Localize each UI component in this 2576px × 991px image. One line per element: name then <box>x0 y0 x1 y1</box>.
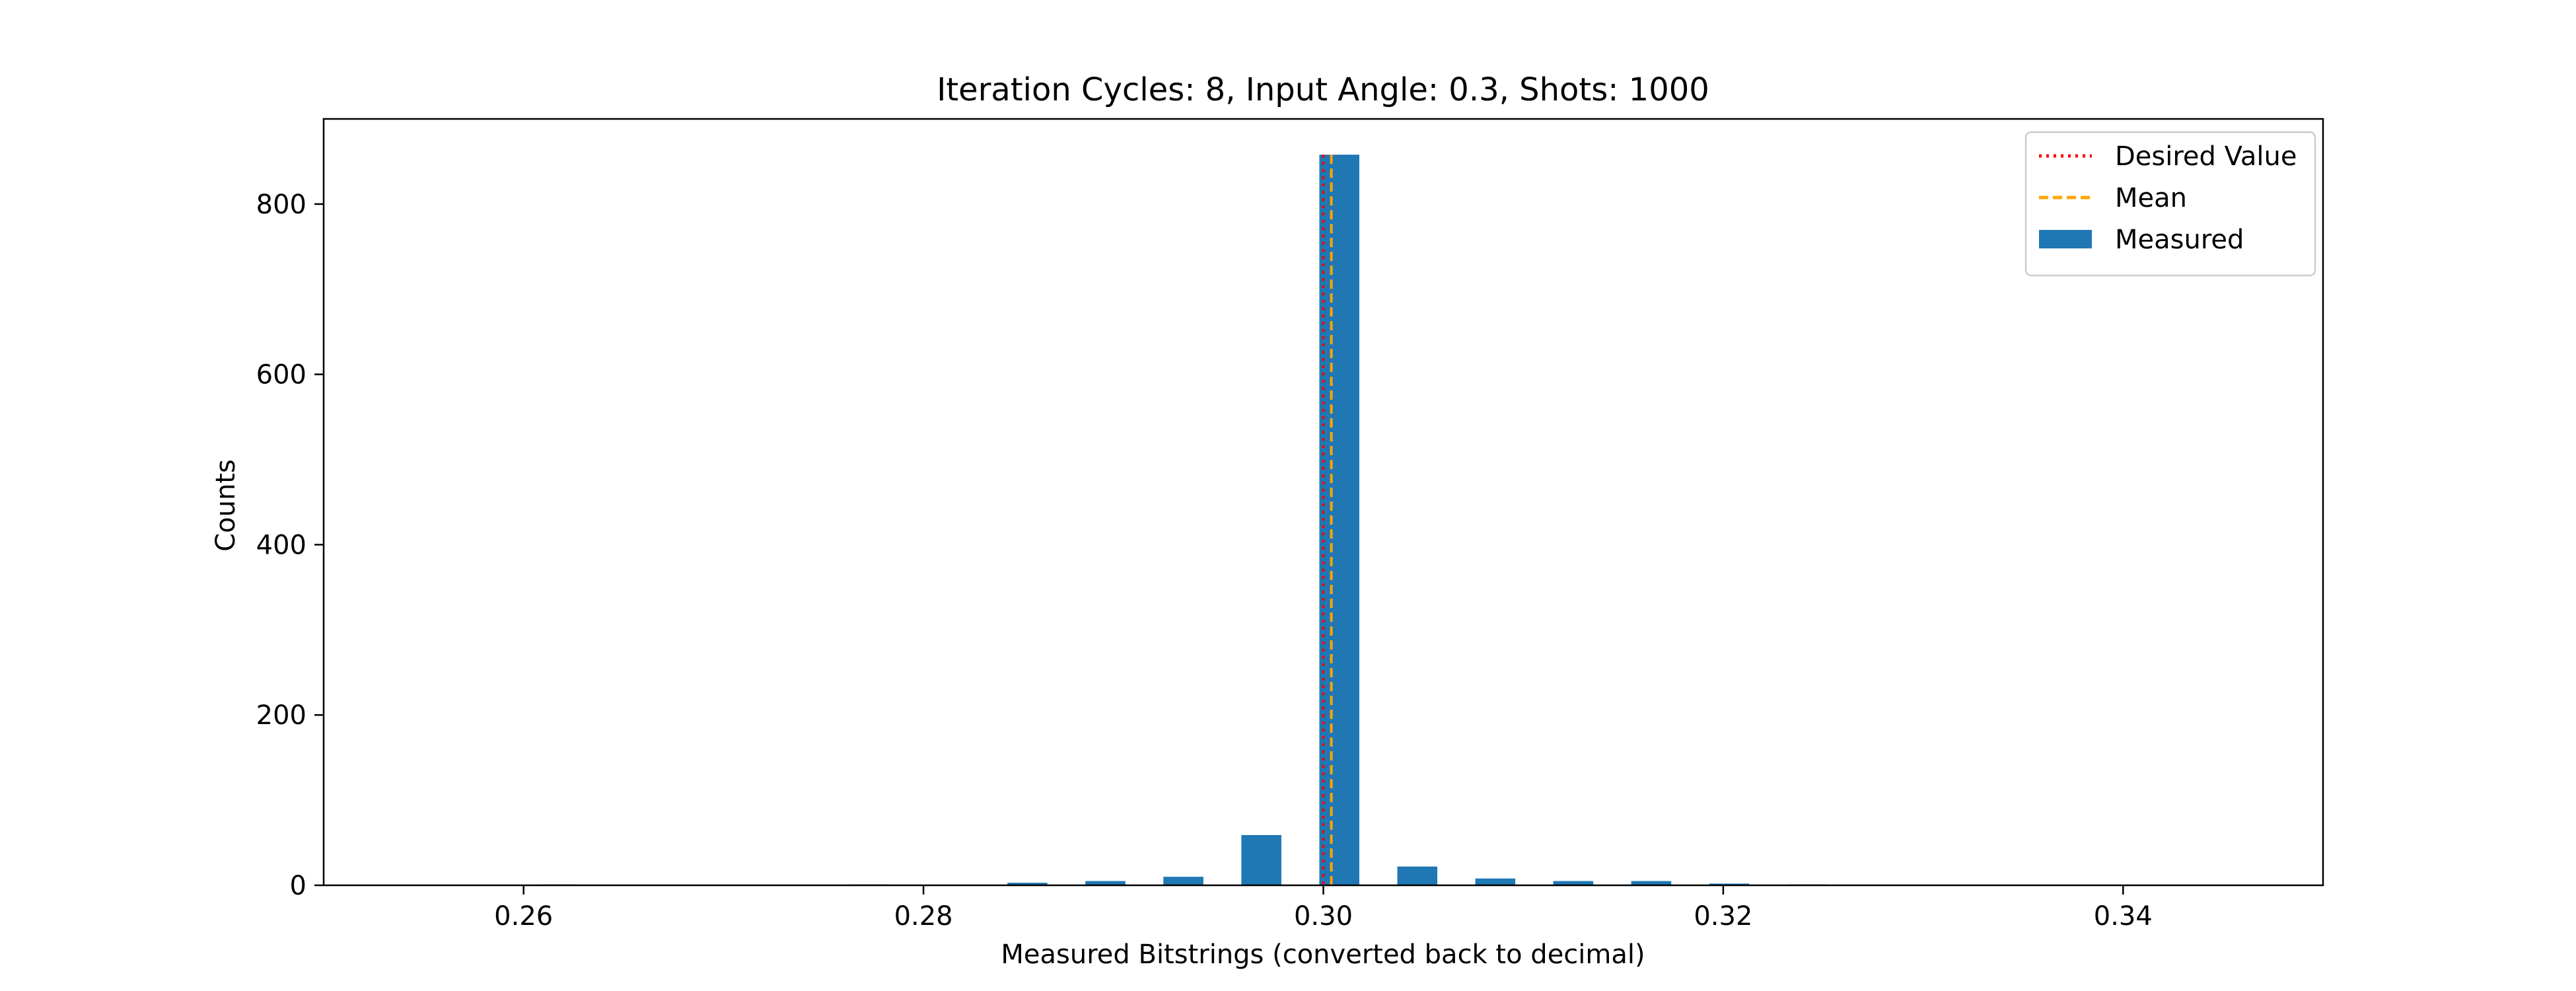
x-tick-label-4: 0.34 <box>2094 901 2153 932</box>
x-tick-label-3: 0.32 <box>1694 901 1752 932</box>
plot-area: 0.26 0.28 0.30 0.32 0.34 0 200 400 600 800 <box>256 118 2324 932</box>
y-axis-label: Counts <box>211 459 241 552</box>
y-tick-label-1: 200 <box>256 700 306 731</box>
x-tick-label-1: 0.28 <box>894 901 953 932</box>
y-tick-label-3: 600 <box>256 360 306 390</box>
y-tick-label-2: 400 <box>256 530 306 560</box>
x-tick-label-0: 0.26 <box>494 901 553 932</box>
bar-7 <box>1397 866 1438 885</box>
legend: Desired Value Mean Measured <box>2024 131 2316 277</box>
x-axis-label: Measured Bitstrings (converted back to d… <box>1001 939 1645 970</box>
legend-box <box>2024 131 2316 277</box>
x-tick-label-2: 0.30 <box>1294 901 1353 932</box>
bar-10 <box>1631 881 1672 885</box>
legend-swatch-measured <box>2039 230 2092 248</box>
legend-label-1: Mean <box>2115 183 2187 213</box>
bar-3 <box>1085 881 1126 885</box>
chart-title: Iteration Cycles: 8, Input Angle: 0.3, S… <box>937 71 1709 108</box>
legend-label-2: Measured <box>2115 225 2244 255</box>
y-tick-label-0: 0 <box>290 871 306 901</box>
bar-4 <box>1163 877 1203 885</box>
legend-label-0: Desired Value <box>2115 141 2297 172</box>
bar-11 <box>1709 883 1750 885</box>
y-tick-label-4: 800 <box>256 190 306 220</box>
bar-8 <box>1475 878 1516 885</box>
bar-2 <box>1007 883 1048 885</box>
bar-9 <box>1553 881 1594 885</box>
bar-6 <box>1319 155 1359 885</box>
bar-5 <box>1241 834 1281 885</box>
